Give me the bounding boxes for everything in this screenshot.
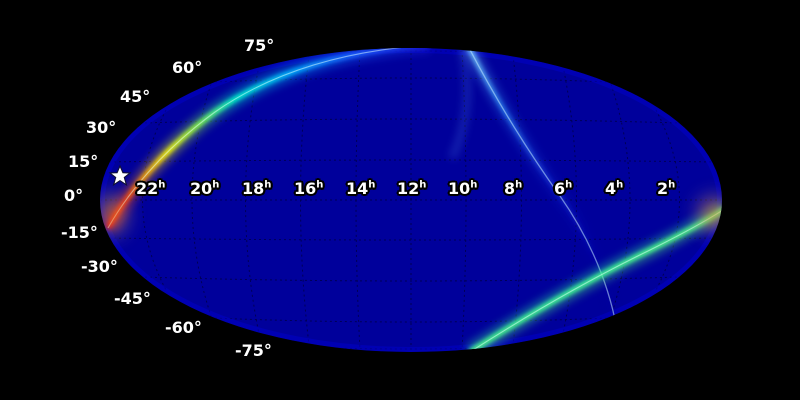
dec-label: 60° <box>172 58 203 77</box>
ra-label: 16h <box>294 179 325 198</box>
ra-unit: h <box>469 179 479 192</box>
dec-label: 30° <box>86 118 117 137</box>
ra-unit: h <box>564 179 574 192</box>
ra-label: 22h <box>136 179 167 198</box>
sky-sphere <box>100 48 722 352</box>
dec-label: -30° <box>81 257 118 276</box>
dec-label: 15° <box>68 152 99 171</box>
ra-unit: h <box>615 179 625 192</box>
ra-label: 4h <box>605 179 625 198</box>
ra-label: 12h <box>397 179 428 198</box>
faint-track-north-branch <box>448 48 471 160</box>
faint-track-north <box>462 48 627 352</box>
dec-label: 0° <box>64 186 84 205</box>
ra-unit: h <box>315 179 325 192</box>
ra-unit: h <box>514 179 524 192</box>
star-marker <box>108 164 132 187</box>
ra-label: 8h <box>504 179 524 198</box>
dec-label: -15° <box>61 223 98 242</box>
dec-label: -75° <box>235 341 272 360</box>
ra-unit: h <box>157 179 167 192</box>
ra-unit: h <box>211 179 221 192</box>
dec-label: 45° <box>120 87 151 106</box>
dec-label: -45° <box>114 289 151 308</box>
ra-unit: h <box>667 179 677 192</box>
ra-label: 10h <box>448 179 479 198</box>
ra-unit: h <box>367 179 377 192</box>
ra-label: 2h <box>657 179 677 198</box>
ra-label: 18h <box>242 179 273 198</box>
ra-unit: h <box>418 179 428 192</box>
ra-label: 14h <box>346 179 377 198</box>
hotspot-east <box>690 188 722 240</box>
dec-label: -60° <box>165 318 202 337</box>
dec-label: 75° <box>244 36 275 55</box>
ra-label: 6h <box>554 179 574 198</box>
bright-track-east <box>465 188 722 352</box>
ra-label: 20h <box>190 179 221 198</box>
ra-unit: h <box>263 179 273 192</box>
